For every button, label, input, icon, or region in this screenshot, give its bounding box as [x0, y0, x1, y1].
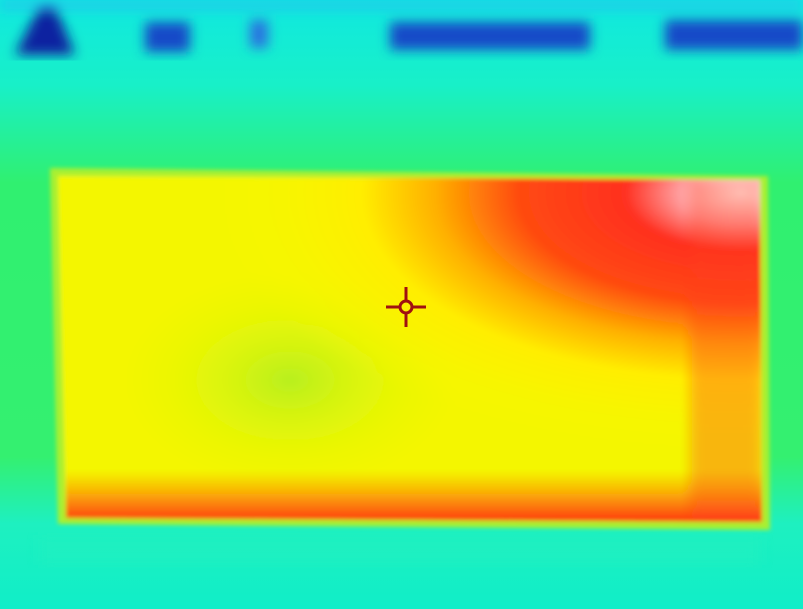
radiator — [50, 168, 770, 530]
floor-reflection — [40, 535, 760, 565]
thermal-image — [0, 0, 803, 609]
